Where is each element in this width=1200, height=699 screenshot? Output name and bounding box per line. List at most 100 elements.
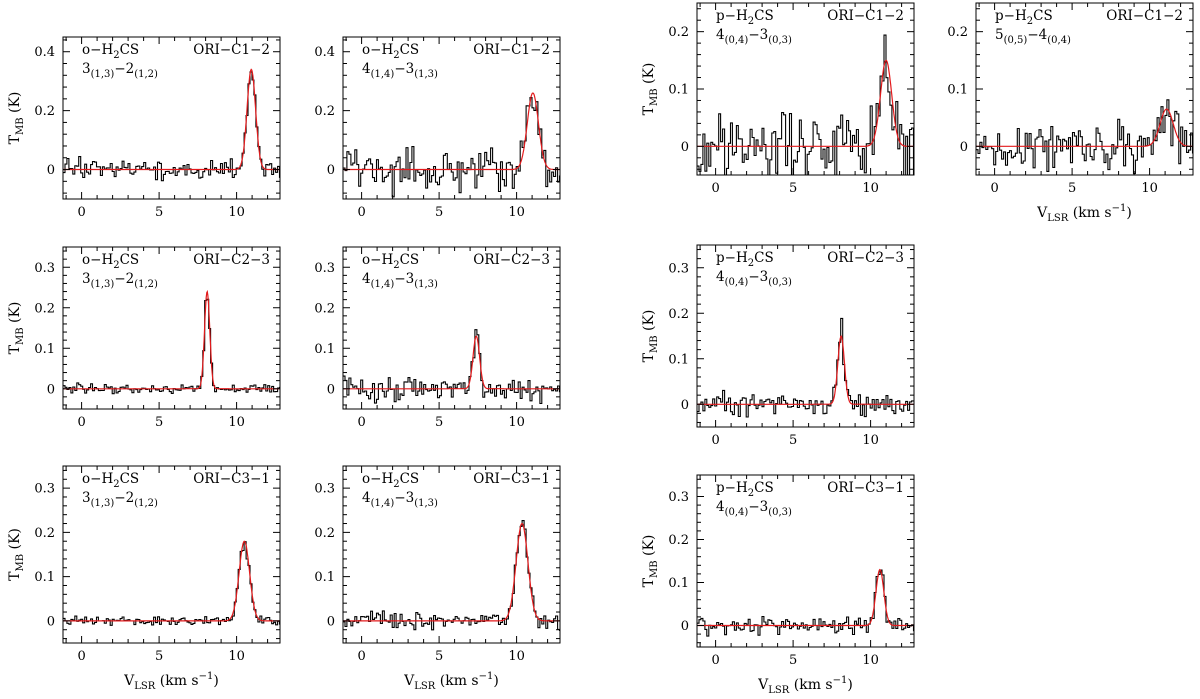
x-tick-label: 5 (789, 653, 797, 668)
y-tick-label: 0 (960, 140, 968, 155)
y-tick-label: 0.1 (947, 83, 968, 98)
y-tick-label: 0 (327, 163, 335, 178)
species-label: o−H2CS (82, 42, 139, 61)
spectrum-histogram (343, 520, 561, 632)
spectrum-histogram (63, 71, 281, 182)
gaussian-fit-line (343, 92, 560, 171)
gaussian-fit-line (697, 568, 914, 627)
x-tick-label: 10 (508, 415, 525, 430)
species-label: o−H2CS (82, 471, 139, 490)
x-tick-label: 5 (155, 205, 163, 220)
panel-p21: 0 5 10 0 0.1 0.2 0.3 o−H2CS ORI−C2−3 3(1,3)−2(1,2… (7, 246, 281, 430)
source-label: ORI−C1−2 (1106, 8, 1183, 24)
x-tick-label: 0 (357, 649, 365, 664)
y-tick-label: 0 (47, 382, 55, 397)
plot-frame (342, 465, 561, 644)
x-tick-label: 5 (155, 649, 163, 664)
x-tick-label: 5 (1068, 181, 1076, 196)
plot-frame (62, 36, 281, 200)
transition-label: 4(1,4)−3(1,3) (362, 61, 438, 80)
spectrum-histogram (63, 298, 281, 395)
gaussian-fit-line (976, 108, 1193, 147)
y-tick-label: 0.1 (314, 570, 335, 585)
y-tick-label: 0.1 (34, 570, 55, 585)
x-axis-label: VLSR (km s−1) (1036, 203, 1132, 224)
y-tick-label: 0.4 (314, 45, 335, 60)
y-tick-label: 0 (327, 382, 335, 397)
y-tick-label: 0.2 (668, 533, 689, 548)
spectrum-histogram (343, 96, 561, 198)
y-axis-label: TMB (K) (641, 63, 660, 116)
spectrum-histogram (697, 34, 915, 176)
source-label: ORI−C3−1 (473, 471, 550, 487)
species-label: p−H2CS (716, 250, 774, 269)
y-axis-label: TMB (K) (7, 302, 26, 355)
y-tick-label: 0 (327, 614, 335, 629)
panel-p23: 0 5 10 0 0.1 0.2 0.3 p−H2CS ORI−C2−3 4(0,4)−3(0,3… (641, 244, 915, 448)
x-tick-label: 10 (1141, 181, 1158, 196)
y-tick-label: 0.2 (34, 301, 55, 316)
x-axis-label: VLSR (km s−1) (403, 671, 499, 692)
y-tick-label: 0.1 (668, 83, 689, 98)
panel-p13: 0 5 10 0 0.1 0.2 p−H2CS ORI−C1−2 4(0,4)−3(0,3) TM… (641, 2, 915, 196)
y-tick-label: 0.2 (34, 104, 55, 119)
source-label: ORI−C2−3 (473, 252, 550, 268)
x-tick-label: 5 (789, 433, 797, 448)
y-tick-label: 0.3 (668, 490, 689, 505)
gaussian-fit-line (63, 540, 280, 622)
source-label: ORI−C3−1 (827, 480, 904, 496)
plot-frame (62, 465, 281, 644)
transition-label: 4(0,4)−3(0,3) (716, 499, 792, 518)
panel-p33: 0 5 10 0 0.1 0.2 0.3 p−H2CS ORI−C3−1 4(0,4)−3(0,3… (641, 474, 915, 696)
plot-frame (62, 246, 281, 410)
gaussian-fit-line (343, 335, 560, 390)
species-label: p−H2CS (716, 8, 774, 27)
plot-frame (696, 474, 915, 648)
gaussian-fit-line (343, 522, 560, 622)
gaussian-fit-line (697, 59, 914, 147)
x-tick-label: 10 (862, 181, 879, 196)
x-tick-label: 5 (435, 415, 443, 430)
x-tick-label: 0 (357, 415, 365, 430)
x-tick-label: 0 (77, 649, 85, 664)
x-tick-label: 5 (155, 415, 163, 430)
y-tick-label: 0 (681, 619, 689, 634)
y-tick-label: 0.2 (668, 307, 689, 322)
x-tick-label: 10 (862, 433, 879, 448)
x-tick-label: 10 (228, 649, 245, 664)
species-label: o−H2CS (362, 42, 419, 61)
transition-label: 5(0,5)−4(0,4) (995, 27, 1071, 46)
species-label: o−H2CS (362, 252, 419, 271)
plot-frame (696, 244, 915, 428)
y-tick-label: 0.3 (34, 261, 55, 276)
y-tick-label: 0 (47, 614, 55, 629)
x-tick-label: 5 (435, 205, 443, 220)
y-tick-label: 0.2 (314, 301, 335, 316)
x-tick-label: 0 (357, 205, 365, 220)
x-tick-label: 0 (711, 653, 719, 668)
y-tick-label: 0.2 (314, 526, 335, 541)
source-label: ORI−C1−2 (827, 8, 904, 24)
transition-label: 3(1,3)−2(1,2) (82, 61, 158, 80)
y-tick-label: 0.2 (314, 104, 335, 119)
y-tick-label: 0.1 (668, 352, 689, 367)
transition-label: 4(1,4)−3(1,3) (362, 490, 438, 509)
source-label: ORI−C2−3 (827, 250, 904, 266)
x-tick-label: 0 (77, 415, 85, 430)
y-tick-label: 0.1 (668, 576, 689, 591)
y-tick-label: 0.1 (314, 342, 335, 357)
y-axis-label: TMB (K) (7, 528, 26, 581)
transition-label: 3(1,3)−2(1,2) (82, 490, 158, 509)
y-tick-label: 0 (681, 398, 689, 413)
transition-label: 3(1,3)−2(1,2) (82, 271, 158, 290)
species-label: p−H2CS (995, 8, 1053, 27)
panel-p11: 0 5 10 0 0.2 0.4 o−H2CS ORI−C1−2 3(1,3)−2(1,2) TM… (7, 36, 281, 220)
panel-p31: 0 5 10 0 0.1 0.2 0.3 o−H2CS ORI−C3−1 3(1,3)−2(1,2… (7, 465, 281, 692)
panel-p12: 0 5 10 0 0.2 0.4 o−H2CS ORI−C1−2 4(1,4)−3(1,3) (314, 36, 561, 220)
y-tick-label: 0.2 (34, 526, 55, 541)
spectrum-histogram (343, 329, 561, 405)
x-tick-label: 0 (711, 433, 719, 448)
y-axis-label: TMB (K) (641, 310, 660, 363)
species-label: o−H2CS (82, 252, 139, 271)
y-tick-label: 0 (681, 140, 689, 155)
